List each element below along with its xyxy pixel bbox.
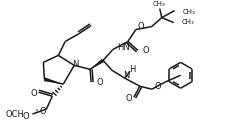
Text: HN: HN <box>117 43 130 52</box>
Text: H: H <box>129 65 135 74</box>
Text: O: O <box>155 82 161 91</box>
Text: 3: 3 <box>35 109 37 114</box>
Text: O: O <box>39 107 46 116</box>
Text: O: O <box>96 78 103 87</box>
Polygon shape <box>44 77 63 84</box>
Text: N: N <box>123 71 129 80</box>
Text: N: N <box>72 60 78 69</box>
Text: O: O <box>143 46 149 55</box>
Text: O: O <box>138 22 145 31</box>
Text: O: O <box>22 112 29 121</box>
Text: O: O <box>126 94 132 103</box>
Text: O: O <box>30 89 37 98</box>
Polygon shape <box>90 59 104 69</box>
Text: CH₃: CH₃ <box>152 1 165 7</box>
Text: OCH: OCH <box>6 110 25 119</box>
Text: CH₃: CH₃ <box>183 9 195 15</box>
Text: CH₃: CH₃ <box>182 19 194 25</box>
